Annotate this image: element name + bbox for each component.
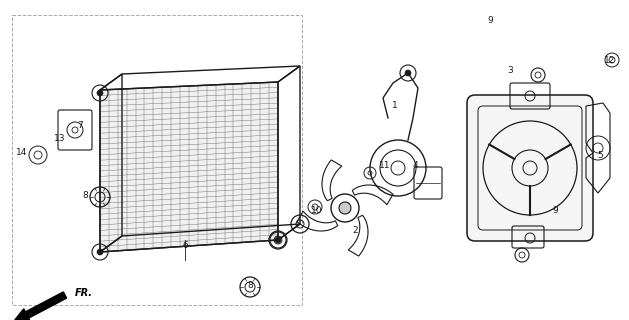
Polygon shape [100,82,278,252]
Circle shape [97,249,103,255]
Text: 9: 9 [552,205,558,214]
FancyBboxPatch shape [467,95,593,241]
Text: 3: 3 [507,66,513,75]
Text: 5: 5 [597,150,603,159]
Text: 7: 7 [77,121,83,130]
Text: 4: 4 [412,161,418,170]
Text: 8: 8 [247,281,253,290]
Text: 6: 6 [182,241,188,250]
Text: FR.: FR. [75,288,93,298]
Text: 12: 12 [604,55,616,65]
Text: 2: 2 [352,226,358,235]
Text: 14: 14 [16,148,28,156]
Circle shape [97,90,103,96]
Text: 13: 13 [54,133,66,142]
Circle shape [275,237,281,243]
Text: 10: 10 [311,205,323,214]
Text: 8: 8 [82,190,88,199]
Circle shape [339,202,351,214]
FancyArrow shape [13,292,67,320]
Text: 1: 1 [392,100,398,109]
Text: 11: 11 [379,161,391,170]
Text: 9: 9 [487,15,493,25]
Circle shape [405,70,411,76]
